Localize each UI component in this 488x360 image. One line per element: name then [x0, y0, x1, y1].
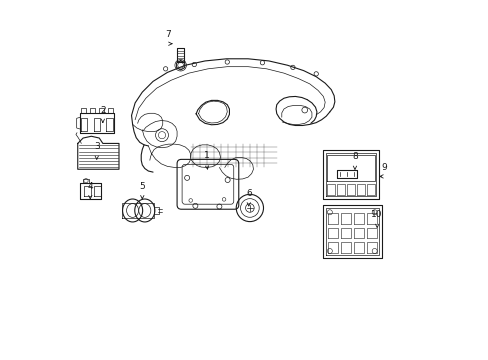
Text: 1: 1 — [203, 150, 209, 159]
Text: 4: 4 — [87, 182, 93, 191]
Text: 8: 8 — [351, 152, 357, 161]
Text: 10: 10 — [371, 211, 382, 220]
Text: 7: 7 — [165, 31, 171, 40]
Text: 5: 5 — [139, 182, 145, 191]
Text: 3: 3 — [94, 142, 100, 151]
Text: 6: 6 — [245, 189, 251, 198]
Text: 2: 2 — [100, 106, 105, 115]
Text: 9: 9 — [381, 163, 386, 172]
